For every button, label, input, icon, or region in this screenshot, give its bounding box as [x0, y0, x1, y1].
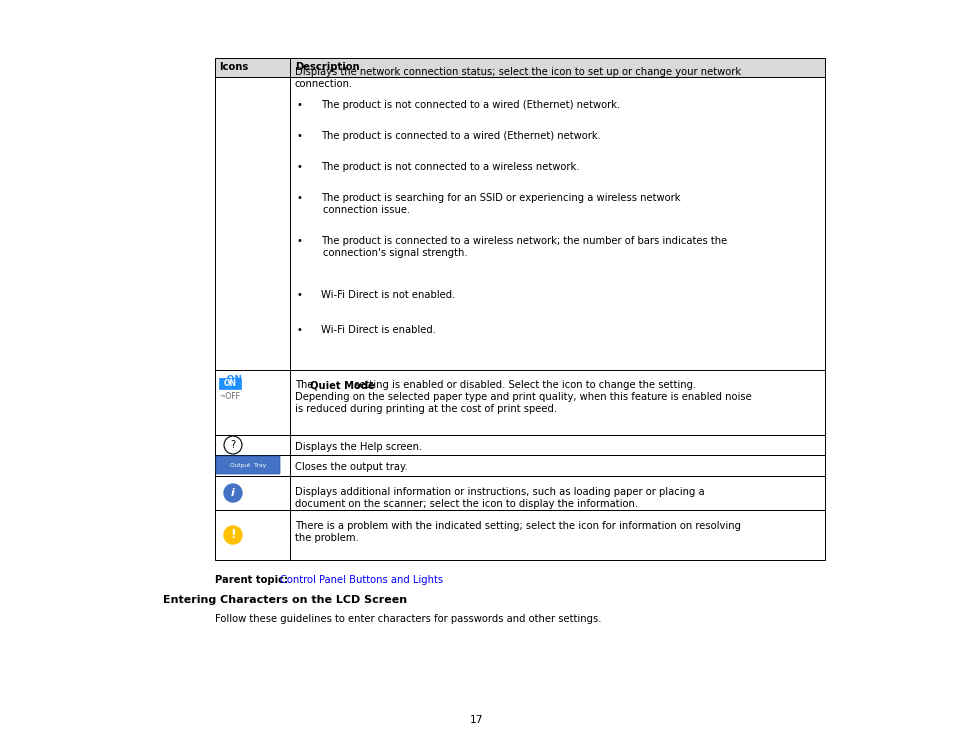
Text: ?: ?: [231, 440, 235, 450]
Text: 17: 17: [470, 715, 483, 725]
Text: Follow these guidelines to enter characters for passwords and other settings.: Follow these guidelines to enter charact…: [214, 614, 601, 624]
Text: Parent topic:: Parent topic:: [214, 575, 292, 585]
Text: •: •: [296, 193, 302, 203]
Text: setting is enabled or disabled. Select the icon to change the setting.: setting is enabled or disabled. Select t…: [351, 380, 696, 390]
Text: •: •: [296, 100, 302, 110]
Text: Depending on the selected paper type and print quality, when this feature is ena: Depending on the selected paper type and…: [294, 392, 751, 402]
Text: Displays additional information or instructions, such as loading paper or placin: Displays additional information or instr…: [294, 487, 704, 497]
Text: Control Panel Buttons and Lights: Control Panel Buttons and Lights: [280, 575, 442, 585]
Text: The product is not connected to a wired (Ethernet) network.: The product is not connected to a wired …: [320, 100, 619, 110]
Text: Wi-Fi Direct is enabled.: Wi-Fi Direct is enabled.: [320, 325, 436, 335]
Text: The product is searching for an SSID or experiencing a wireless network: The product is searching for an SSID or …: [320, 193, 679, 203]
Text: connection.: connection.: [294, 79, 353, 89]
Text: Output  Tray: Output Tray: [230, 463, 266, 467]
Text: Displays the network connection status; select the icon to set up or change your: Displays the network connection status; …: [294, 67, 740, 77]
Text: i: i: [231, 488, 234, 498]
Text: ON: ON: [223, 379, 236, 388]
Bar: [214, 58, 824, 560]
Text: Displays the Help screen.: Displays the Help screen.: [294, 442, 422, 452]
Text: the problem.: the problem.: [294, 533, 358, 543]
Text: •: •: [296, 325, 302, 335]
FancyBboxPatch shape: [215, 456, 280, 474]
Text: The product is not connected to a wireless network.: The product is not connected to a wirele…: [320, 162, 578, 172]
Text: •: •: [296, 162, 302, 172]
Text: ~ON: ~ON: [219, 375, 242, 384]
Circle shape: [224, 526, 242, 544]
Text: connection issue.: connection issue.: [323, 205, 410, 215]
Text: The product is connected to a wireless network; the number of bars indicates the: The product is connected to a wireless n…: [320, 236, 726, 246]
Text: •: •: [296, 290, 302, 300]
Text: Wi-Fi Direct is not enabled.: Wi-Fi Direct is not enabled.: [320, 290, 455, 300]
Bar: [214, 58, 824, 77]
Text: !: !: [230, 528, 235, 542]
Circle shape: [224, 484, 242, 502]
Text: There is a problem with the indicated setting; select the icon for information o: There is a problem with the indicated se…: [294, 521, 740, 531]
Text: The product is connected to a wired (Ethernet) network.: The product is connected to a wired (Eth…: [320, 131, 600, 141]
Text: The: The: [294, 380, 316, 390]
Text: Icons: Icons: [219, 63, 248, 72]
Text: is reduced during printing at the cost of print speed.: is reduced during printing at the cost o…: [294, 404, 557, 414]
Text: •: •: [296, 131, 302, 141]
Text: Description: Description: [294, 63, 359, 72]
Text: Closes the output tray.: Closes the output tray.: [294, 462, 407, 472]
Text: Quiet Mode: Quiet Mode: [310, 380, 375, 390]
Text: connection's signal strength.: connection's signal strength.: [323, 248, 467, 258]
Bar: [219, 378, 241, 389]
Text: Entering Characters on the LCD Screen: Entering Characters on the LCD Screen: [163, 595, 407, 605]
Text: document on the scanner; select the icon to display the information.: document on the scanner; select the icon…: [294, 499, 638, 509]
Text: ~OFF: ~OFF: [219, 392, 240, 401]
Text: •: •: [296, 236, 302, 246]
